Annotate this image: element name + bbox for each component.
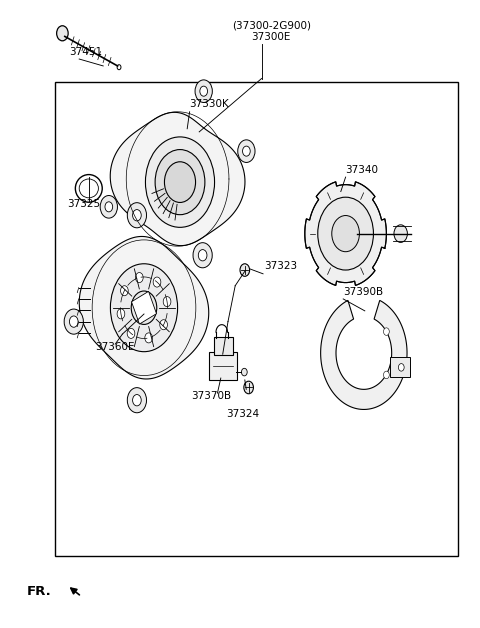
Polygon shape [79, 237, 209, 379]
Text: 37323: 37323 [264, 261, 297, 271]
Circle shape [145, 137, 215, 227]
Circle shape [70, 316, 78, 327]
Text: 37370B: 37370B [191, 391, 231, 401]
Text: 37360E: 37360E [96, 342, 135, 352]
Circle shape [57, 26, 68, 41]
FancyBboxPatch shape [214, 337, 233, 355]
Text: 37324: 37324 [226, 409, 259, 420]
Circle shape [105, 202, 113, 212]
Circle shape [200, 86, 207, 96]
FancyBboxPatch shape [209, 352, 237, 380]
Circle shape [240, 264, 250, 276]
Circle shape [193, 242, 212, 268]
Circle shape [394, 225, 408, 242]
Circle shape [145, 333, 153, 343]
Circle shape [117, 65, 121, 70]
Circle shape [132, 210, 141, 221]
FancyBboxPatch shape [390, 357, 410, 377]
Circle shape [110, 264, 178, 352]
Text: 37451: 37451 [70, 46, 103, 57]
Circle shape [244, 381, 253, 394]
Circle shape [117, 309, 125, 319]
Polygon shape [110, 112, 245, 246]
Circle shape [127, 203, 146, 228]
Bar [132, 291, 156, 324]
Circle shape [132, 394, 141, 406]
Circle shape [332, 215, 360, 252]
Text: 37300E: 37300E [252, 32, 291, 42]
Circle shape [198, 249, 207, 261]
Circle shape [398, 364, 404, 371]
Circle shape [100, 195, 118, 218]
Circle shape [195, 80, 212, 102]
Circle shape [242, 146, 250, 156]
Text: FR.: FR. [26, 585, 51, 598]
Text: 37390B: 37390B [343, 287, 384, 297]
Polygon shape [305, 182, 386, 285]
Circle shape [238, 140, 255, 163]
Circle shape [127, 387, 146, 413]
Circle shape [384, 371, 389, 379]
Ellipse shape [75, 175, 102, 202]
Text: 37330K: 37330K [190, 99, 229, 109]
Circle shape [120, 286, 128, 296]
Circle shape [131, 291, 157, 325]
Circle shape [148, 262, 156, 272]
Circle shape [318, 197, 373, 270]
Circle shape [160, 320, 168, 330]
Circle shape [127, 328, 135, 338]
Polygon shape [321, 300, 407, 409]
Circle shape [138, 300, 150, 316]
Circle shape [135, 273, 143, 283]
Circle shape [384, 328, 389, 335]
Bar [55, 82, 458, 556]
Circle shape [163, 296, 171, 306]
Text: 37325: 37325 [67, 199, 101, 209]
Circle shape [155, 149, 205, 215]
Text: (37300-2G900): (37300-2G900) [232, 20, 311, 30]
Circle shape [153, 277, 161, 287]
Circle shape [165, 162, 195, 202]
Circle shape [64, 309, 84, 334]
Circle shape [143, 256, 160, 278]
Ellipse shape [79, 179, 98, 198]
Circle shape [241, 368, 247, 376]
Text: 37340: 37340 [346, 165, 379, 175]
